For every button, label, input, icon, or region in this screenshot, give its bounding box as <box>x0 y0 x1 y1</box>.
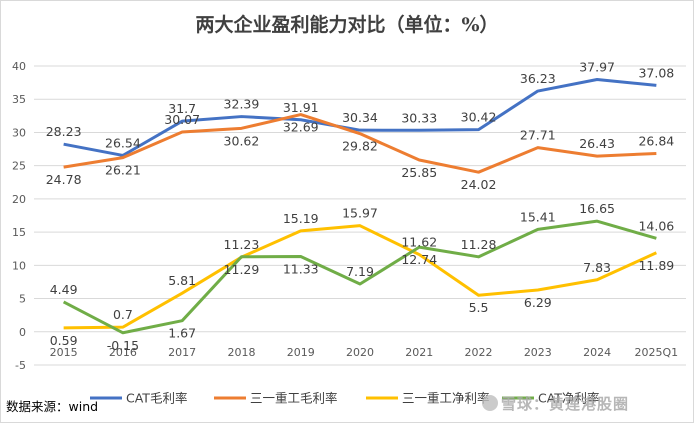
data-label: 4.49 <box>50 282 78 297</box>
x-tick-label: 2015 <box>50 346 78 359</box>
x-tick-label: 2016 <box>109 346 137 359</box>
data-label: 7.83 <box>583 260 611 275</box>
y-tick-label: 15 <box>12 226 26 239</box>
y-tick-label: 10 <box>12 259 26 272</box>
watermark-text: 雪球：黄莲港股圈 <box>501 395 630 413</box>
data-label: 24.78 <box>46 172 82 187</box>
x-tick-label: 2020 <box>346 346 374 359</box>
data-label: 0.59 <box>50 333 78 348</box>
x-tick-label: 2022 <box>465 346 493 359</box>
data-label: 24.02 <box>461 177 497 192</box>
data-label: 11.23 <box>224 237 260 252</box>
y-tick-label: 25 <box>12 160 26 173</box>
legend-label: 三一重工净利率 <box>402 391 490 406</box>
data-label: 25.85 <box>401 165 437 180</box>
data-label: 11.89 <box>638 258 674 273</box>
data-label: 15.19 <box>283 211 319 226</box>
data-label: 30.07 <box>164 112 200 127</box>
x-tick-label: 2023 <box>524 346 552 359</box>
data-label: 31.7 <box>168 101 196 116</box>
y-tick-label: 20 <box>12 193 26 206</box>
y-tick-label: 30 <box>12 126 26 139</box>
x-tick-label: 2017 <box>168 346 196 359</box>
data-label: 15.41 <box>520 209 556 224</box>
legend-label: CAT毛利率 <box>126 391 187 406</box>
x-tick-label: 2019 <box>287 346 315 359</box>
y-tick-label: 35 <box>12 93 26 106</box>
axes: -5 0 5 10 15 20 25 30 35 40 2015 2016 2017 2018 2019 20… <box>12 60 678 372</box>
data-label: -0.15 <box>107 338 139 353</box>
data-label: 30.33 <box>401 110 437 125</box>
data-label: 26.43 <box>579 136 615 151</box>
data-label: 1.67 <box>168 326 196 341</box>
data-label: 29.82 <box>342 139 378 154</box>
y-tick-label: -5 <box>15 359 26 372</box>
data-label: 5.5 <box>469 300 489 315</box>
data-label: 11.29 <box>224 262 260 277</box>
data-label: 6.29 <box>524 295 552 310</box>
series-line <box>63 224 657 330</box>
data-label: 31.91 <box>283 100 319 115</box>
legend: CAT毛利率 三一重工毛利率 三一重工净利率 CAT净利率 <box>90 391 599 406</box>
data-label: 28.23 <box>46 124 82 139</box>
legend-label: CAT净利率 <box>538 391 599 406</box>
data-label: 26.21 <box>105 163 141 178</box>
chart-title: 两大企业盈利能力对比（单位：%） <box>195 14 499 36</box>
data-source-note: 数据来源：wind <box>6 399 99 414</box>
data-label: 32.39 <box>224 97 260 112</box>
data-labels: 28.23 26.54 31.7 32.39 31.91 30.34 30.33 30.42 3… <box>46 59 675 352</box>
legend-label: 三一重工毛利率 <box>250 391 338 406</box>
data-label: 30.42 <box>461 110 497 125</box>
data-label: 14.06 <box>638 218 674 233</box>
data-label: 30.62 <box>224 133 260 148</box>
data-label: 7.19 <box>346 264 374 279</box>
data-label: 12.74 <box>401 252 437 267</box>
watermark: 雪球：黄莲港股圈 <box>482 393 629 414</box>
data-label: 5.81 <box>168 273 196 288</box>
y-tick-label: 5 <box>19 293 26 306</box>
data-label: 37.97 <box>579 59 615 74</box>
data-label: 27.71 <box>520 128 556 143</box>
data-label: 15.97 <box>342 206 378 221</box>
data-label: 11.62 <box>401 235 437 250</box>
y-tick-label: 40 <box>12 60 26 73</box>
series-line <box>63 77 657 157</box>
series-lines <box>62 77 657 335</box>
data-label: 26.54 <box>105 135 141 150</box>
series-line <box>62 219 657 335</box>
data-label: 37.08 <box>638 65 674 80</box>
x-tick-label: 2024 <box>583 346 611 359</box>
gridlines <box>34 65 686 366</box>
data-label: 32.69 <box>283 120 319 135</box>
data-label: 11.28 <box>461 237 497 252</box>
x-tick-label: 2021 <box>405 346 433 359</box>
y-tick-label: 0 <box>19 326 26 339</box>
data-label: 16.65 <box>579 201 615 216</box>
x-tick-label: 2018 <box>227 346 255 359</box>
data-label: 26.84 <box>638 133 674 148</box>
x-tick-label: 2025Q1 <box>635 346 679 359</box>
data-label: 36.23 <box>520 71 556 86</box>
series-line <box>63 113 657 174</box>
data-label: 11.33 <box>283 261 319 276</box>
watermark-logo-icon <box>482 395 498 411</box>
data-label: 30.34 <box>342 110 378 125</box>
data-label: 0.7 <box>113 307 133 322</box>
